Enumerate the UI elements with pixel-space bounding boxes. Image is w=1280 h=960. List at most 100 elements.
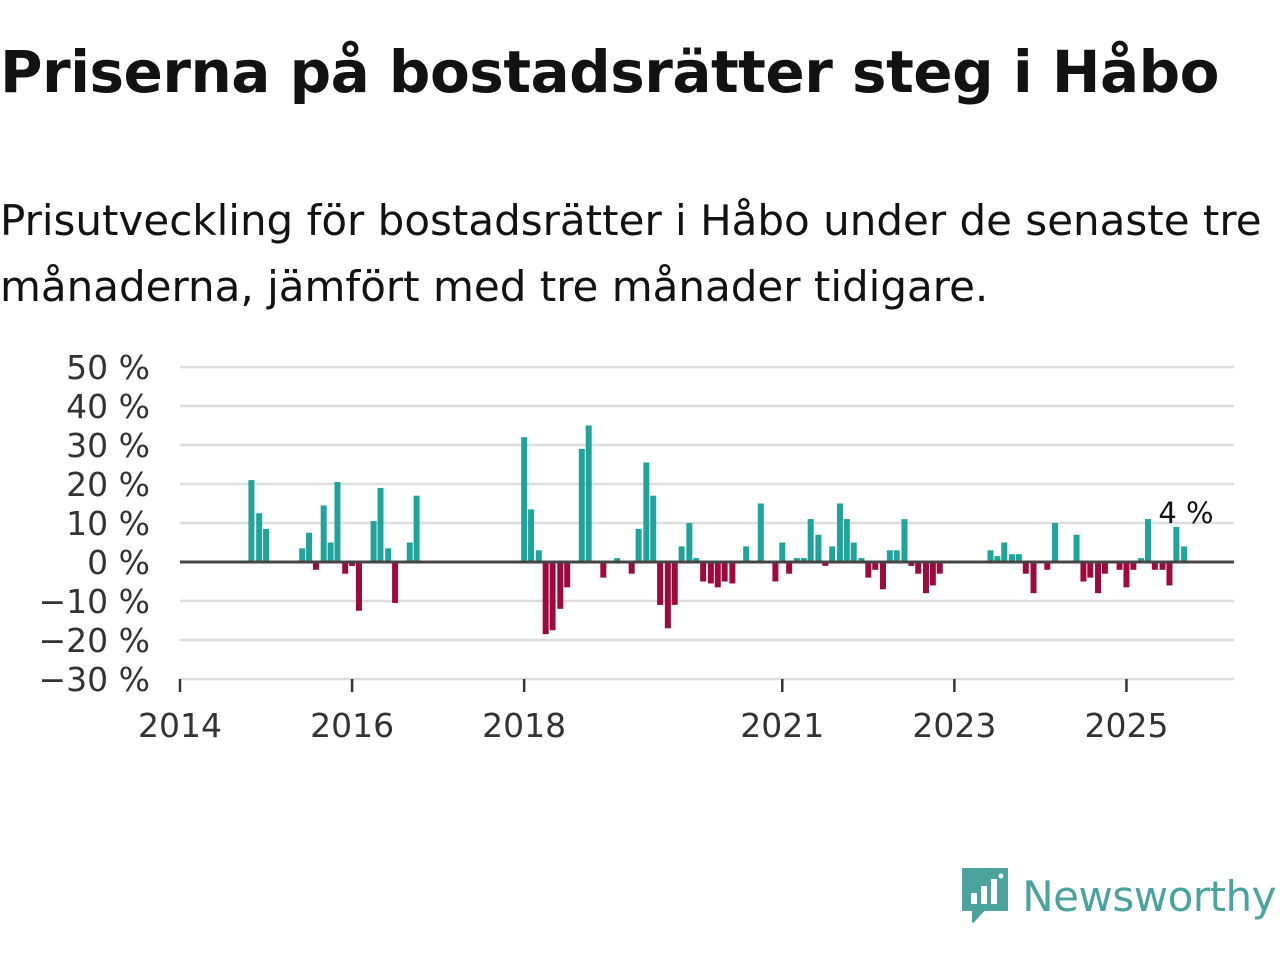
bar[interactable] (377, 487, 384, 562)
bar[interactable] (743, 546, 750, 562)
bar[interactable] (1080, 562, 1087, 582)
bar[interactable] (578, 448, 585, 562)
bar[interactable] (729, 562, 736, 584)
bar[interactable] (248, 480, 255, 562)
bar[interactable] (1073, 534, 1080, 562)
bar[interactable] (786, 562, 793, 574)
bar[interactable] (614, 558, 621, 562)
x-tick-label: 2016 (310, 706, 394, 745)
bar[interactable] (1144, 519, 1151, 562)
bar[interactable] (1151, 562, 1158, 570)
bar[interactable] (650, 495, 657, 562)
bar[interactable] (521, 437, 528, 562)
bar[interactable] (542, 562, 549, 635)
bar[interactable] (757, 503, 764, 563)
bar[interactable] (886, 550, 893, 562)
bar[interactable] (664, 562, 671, 629)
bar[interactable] (370, 521, 377, 562)
bar[interactable] (836, 503, 843, 563)
bar[interactable] (714, 562, 721, 588)
bar[interactable] (1095, 562, 1102, 594)
bar[interactable] (829, 546, 836, 562)
bar[interactable] (635, 528, 642, 562)
bar[interactable] (936, 562, 943, 574)
bar[interactable] (779, 542, 786, 563)
bar[interactable] (1087, 562, 1094, 578)
bar[interactable] (879, 562, 886, 590)
bar[interactable] (564, 562, 571, 588)
bar[interactable] (994, 556, 1001, 562)
bar[interactable] (858, 558, 865, 562)
bar[interactable] (327, 542, 334, 563)
bar[interactable] (1009, 554, 1016, 562)
bar[interactable] (657, 562, 664, 605)
bar[interactable] (850, 542, 857, 563)
bar[interactable] (1001, 542, 1008, 563)
bar[interactable] (299, 548, 306, 562)
bar[interactable] (413, 495, 420, 562)
bar[interactable] (406, 542, 413, 563)
bar[interactable] (535, 550, 542, 562)
bar[interactable] (700, 562, 707, 582)
bar[interactable] (1159, 562, 1166, 570)
axes: 50 %40 %30 %20 %10 %0 %−10 %−20 %−30 % 20… (39, 348, 1234, 745)
grid-lines (180, 365, 1234, 681)
bar[interactable] (793, 558, 800, 562)
bar[interactable] (385, 548, 392, 562)
bar[interactable] (908, 562, 915, 566)
bar[interactable] (822, 562, 829, 566)
bar[interactable] (671, 562, 678, 605)
bar[interactable] (628, 562, 635, 574)
bar[interactable] (557, 562, 564, 609)
bar[interactable] (872, 562, 879, 570)
y-tick-label: 10 % (66, 504, 150, 543)
bar[interactable] (1130, 562, 1137, 570)
bar[interactable] (843, 519, 850, 562)
bar[interactable] (334, 482, 341, 562)
bar[interactable] (312, 562, 319, 570)
bar[interactable] (306, 532, 313, 562)
bar[interactable] (1166, 562, 1173, 586)
bar-series (248, 425, 1188, 635)
bar[interactable] (643, 462, 650, 562)
bar[interactable] (893, 550, 900, 562)
bar[interactable] (549, 562, 556, 631)
bar[interactable] (901, 519, 908, 562)
bar[interactable] (929, 562, 936, 586)
bar[interactable] (1101, 562, 1108, 574)
bar[interactable] (1173, 526, 1180, 562)
bar[interactable] (1030, 562, 1037, 594)
bar[interactable] (922, 562, 929, 594)
bar[interactable] (865, 562, 872, 578)
bar[interactable] (807, 519, 814, 562)
bar[interactable] (800, 558, 807, 562)
bar[interactable] (693, 558, 700, 562)
bar[interactable] (721, 562, 728, 582)
bar[interactable] (686, 523, 693, 562)
bar[interactable] (1138, 558, 1145, 562)
bar[interactable] (256, 513, 263, 562)
bar[interactable] (772, 562, 779, 582)
bar[interactable] (987, 550, 994, 562)
bar[interactable] (320, 505, 327, 562)
bar[interactable] (528, 509, 535, 562)
bar[interactable] (915, 562, 922, 574)
bar[interactable] (392, 562, 399, 603)
newsworthy-logo[interactable]: Newsworthy (960, 866, 1276, 926)
bar[interactable] (1123, 562, 1130, 588)
bar[interactable] (1044, 562, 1051, 570)
bar[interactable] (707, 562, 714, 584)
bar[interactable] (678, 546, 685, 562)
bar[interactable] (600, 562, 607, 578)
bar[interactable] (815, 534, 822, 562)
bar[interactable] (1116, 562, 1123, 570)
bar[interactable] (1052, 523, 1059, 562)
bar[interactable] (355, 562, 362, 611)
bar[interactable] (1181, 546, 1188, 562)
bar[interactable] (349, 562, 356, 566)
bar[interactable] (1015, 554, 1022, 562)
bar[interactable] (585, 425, 592, 563)
bar[interactable] (342, 562, 349, 574)
bar[interactable] (263, 528, 270, 562)
bar[interactable] (1022, 562, 1029, 574)
